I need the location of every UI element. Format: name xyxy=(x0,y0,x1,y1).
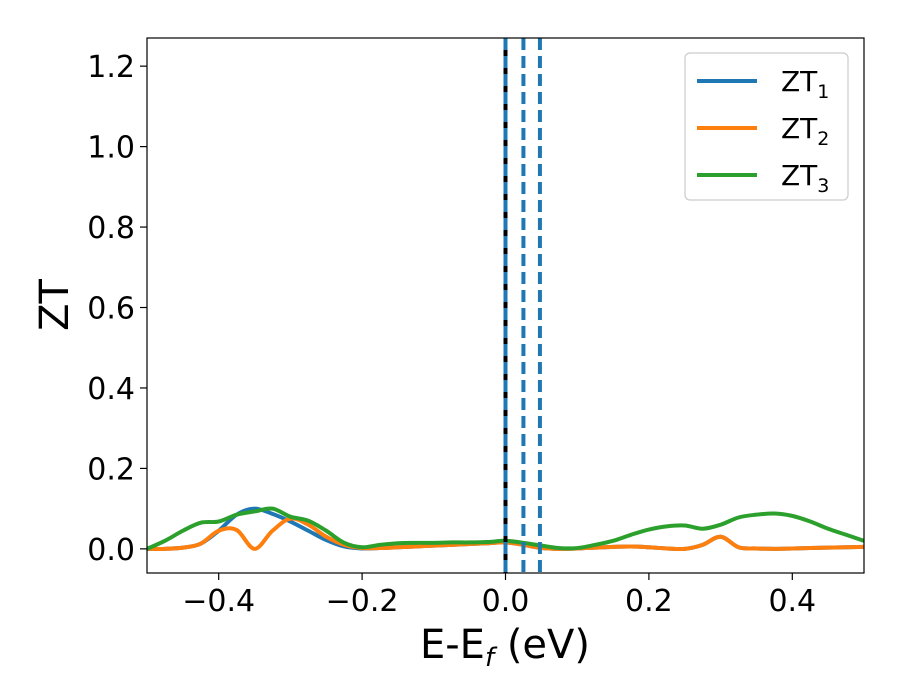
y-tick-label: 0.0 xyxy=(87,533,135,568)
x-tick-label: 0.4 xyxy=(768,584,816,619)
y-tick-label: 0.8 xyxy=(87,211,135,246)
legend-item-zt1: ZT1 xyxy=(697,65,829,103)
x-axis-label: E-Ef (eV) xyxy=(420,622,590,673)
x-tick-label: −0.2 xyxy=(326,584,399,619)
y-tick-label: 0.4 xyxy=(87,372,135,407)
legend-box xyxy=(684,52,849,201)
y-tick-label: 1.2 xyxy=(87,50,135,85)
x-axis: −0.4 −0.2 0.0 0.2 0.4 xyxy=(182,573,816,619)
y-tick-label: 0.2 xyxy=(87,452,135,487)
legend-item-zt3: ZT3 xyxy=(697,159,829,197)
legend: ZT1 ZT2 ZT3 xyxy=(684,52,849,201)
legend-label: ZT2 xyxy=(781,112,829,150)
y-tick-label: 0.6 xyxy=(87,292,135,327)
x-tick-label: −0.4 xyxy=(182,584,255,619)
x-axis-label-main: E-E xyxy=(420,622,485,668)
legend-item-zt2: ZT2 xyxy=(697,112,829,150)
x-axis-label-unit: (eV) xyxy=(494,622,590,668)
legend-label: ZT3 xyxy=(781,159,829,197)
y-axis-label: ZT xyxy=(32,279,78,331)
plot-content xyxy=(147,38,864,573)
legend-label: ZT1 xyxy=(781,65,829,103)
y-axis: 0.0 0.2 0.4 0.6 0.8 1.0 1.2 xyxy=(87,50,147,568)
x-tick-label: 0.2 xyxy=(625,584,673,619)
y-tick-label: 1.0 xyxy=(87,131,135,166)
x-tick-label: 0.0 xyxy=(482,584,530,619)
